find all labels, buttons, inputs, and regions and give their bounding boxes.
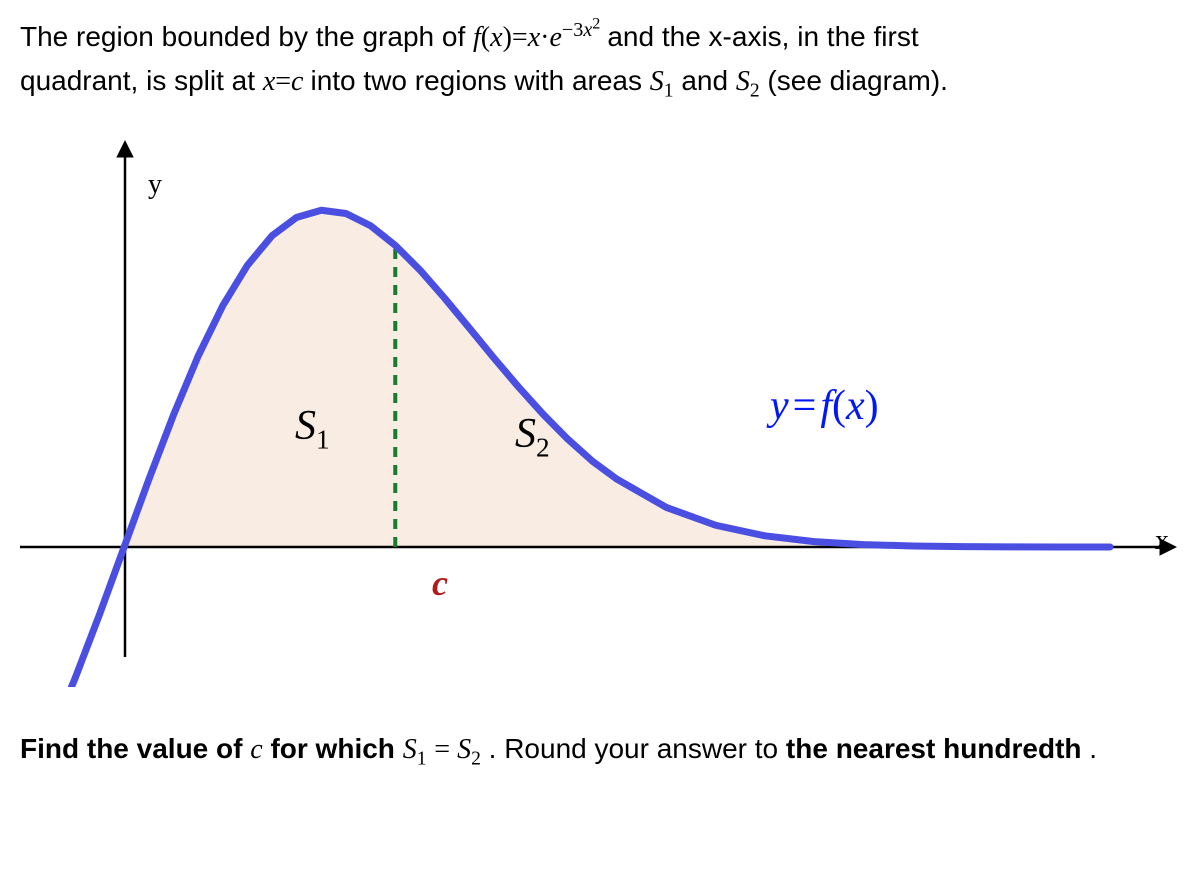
math-xeqc: x=c <box>263 66 311 97</box>
diagram: y x S1 S2 c y=f(x) <box>20 127 1180 687</box>
text-seg: the nearest hundredth <box>786 733 1082 764</box>
math-eq: = <box>434 734 457 765</box>
problem-statement: The region bounded by the graph of f(x)=… <box>20 12 1180 107</box>
math-s1: S1 <box>650 66 674 97</box>
math-s2: S2 <box>736 66 760 97</box>
text-seg: . <box>1089 733 1097 764</box>
y-axis-label: y <box>148 169 162 201</box>
function-label: y=f(x) <box>770 382 879 430</box>
text-seg: . Round your answer to <box>489 733 786 764</box>
math-fx: f(x)=x·e−3x2 <box>473 22 607 53</box>
math-s1b: S1 <box>403 734 427 765</box>
region-s2-label: S2 <box>515 410 550 463</box>
text-seg: and <box>681 65 736 96</box>
x-axis-label: x <box>1155 525 1169 557</box>
region-s1-label: S1 <box>295 402 330 455</box>
text-seg: (see diagram). <box>767 65 948 96</box>
chart-svg <box>20 127 1180 687</box>
question: Find the value of c for which S1 = S2 . … <box>20 727 1180 775</box>
text-seg: Find the value of <box>20 733 250 764</box>
math-c: c <box>250 734 262 765</box>
text-seg: quadrant, is split at <box>20 65 263 96</box>
text-seg: The region bounded by the graph of <box>20 21 473 52</box>
c-label: c <box>432 562 448 604</box>
text-seg: and the x-axis, in the first <box>607 21 918 52</box>
math-s2b: S2 <box>457 734 481 765</box>
text-seg: into two regions with areas <box>310 65 649 96</box>
text-seg: for which <box>270 733 402 764</box>
